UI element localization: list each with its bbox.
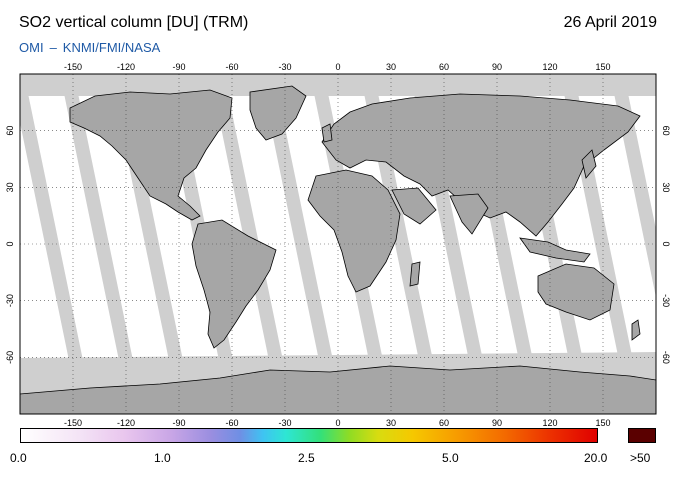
- lat-tick-left: -60: [5, 351, 15, 364]
- colorbar-label-2: 2.5: [298, 451, 315, 465]
- lon-tick-top: 120: [542, 62, 557, 72]
- lat-tick-left: 30: [5, 182, 15, 192]
- lat-tick-left: 0: [5, 241, 15, 246]
- lon-tick-bottom: 120: [542, 418, 557, 428]
- colorbar-label-min: 0.0: [10, 451, 27, 465]
- credit-institutes: KNMI/FMI/NASA: [62, 40, 161, 55]
- lon-tick-top: -30: [278, 62, 291, 72]
- credit-separator: –: [49, 40, 57, 55]
- lat-tick-left: 60: [5, 126, 15, 136]
- lon-tick-top: -60: [225, 62, 238, 72]
- lat-tick-right: -60: [661, 351, 671, 364]
- lon-tick-top: 30: [386, 62, 396, 72]
- lat-tick-left: -30: [5, 294, 15, 307]
- colorbar-overflow-swatch: [628, 428, 656, 443]
- japan: [581, 149, 597, 179]
- lon-tick-bottom: -120: [117, 418, 135, 428]
- india: [449, 193, 489, 235]
- data-credit: OMI – KNMI/FMI/NASA: [19, 40, 160, 55]
- map-frame: [19, 73, 657, 415]
- colorbar-label-over: >50: [630, 451, 651, 465]
- madagascar: [409, 261, 421, 287]
- colorbar-label-1: 1.0: [154, 451, 171, 465]
- map-date: 26 April 2019: [563, 14, 657, 31]
- axis-tick-labels: -150 -150 -120 -120 -90 -90 -60 -60 -30 -30 0 0 30 30…: [5, 62, 671, 428]
- lon-tick-top: 90: [492, 62, 502, 72]
- lon-tick-bottom: 60: [439, 418, 449, 428]
- lat-tick-right: 60: [661, 126, 671, 136]
- lat-tick-right: 0: [661, 241, 671, 246]
- arabian-peninsula: [391, 187, 437, 225]
- indonesia: [519, 237, 591, 263]
- lon-tick-bottom: 150: [595, 418, 610, 428]
- so2-colorbar: [20, 428, 598, 443]
- orbit-gap-band: [260, 74, 344, 414]
- lon-tick-top: -120: [117, 62, 135, 72]
- orbit-gap-band: [20, 74, 94, 414]
- greenland: [249, 85, 307, 141]
- lon-tick-top: -90: [172, 62, 185, 72]
- lon-tick-bottom: -30: [278, 418, 291, 428]
- lon-tick-bottom: -60: [225, 418, 238, 428]
- lon-tick-bottom: 0: [335, 418, 340, 428]
- north-polar-band: [20, 74, 656, 96]
- lat-tick-right: -30: [661, 294, 671, 307]
- lon-tick-bottom: -90: [172, 418, 185, 428]
- lon-tick-bottom: 30: [386, 418, 396, 428]
- lon-tick-top: -150: [64, 62, 82, 72]
- new-zealand: [631, 319, 641, 341]
- africa: [307, 169, 401, 293]
- south-america: [191, 219, 277, 349]
- north-america: [69, 89, 233, 221]
- lon-tick-top: 0: [335, 62, 340, 72]
- lon-tick-bottom: 90: [492, 418, 502, 428]
- australia: [537, 263, 615, 321]
- credit-instrument: OMI: [19, 40, 44, 55]
- lat-tick-right: 30: [661, 182, 671, 192]
- great-britain: [321, 123, 333, 143]
- colorbar-label-max: 20.0: [584, 451, 608, 465]
- lon-tick-top: 150: [595, 62, 610, 72]
- colorbar-label-3: 5.0: [442, 451, 459, 465]
- graticule: [20, 74, 656, 414]
- lon-tick-top: 60: [439, 62, 449, 72]
- map-plot-area: [20, 74, 656, 414]
- orbit-gap-band: [60, 74, 144, 414]
- eurasia: [321, 93, 641, 237]
- map-title: SO2 vertical column [DU] (TRM): [19, 14, 249, 31]
- lon-tick-bottom: -150: [64, 418, 82, 428]
